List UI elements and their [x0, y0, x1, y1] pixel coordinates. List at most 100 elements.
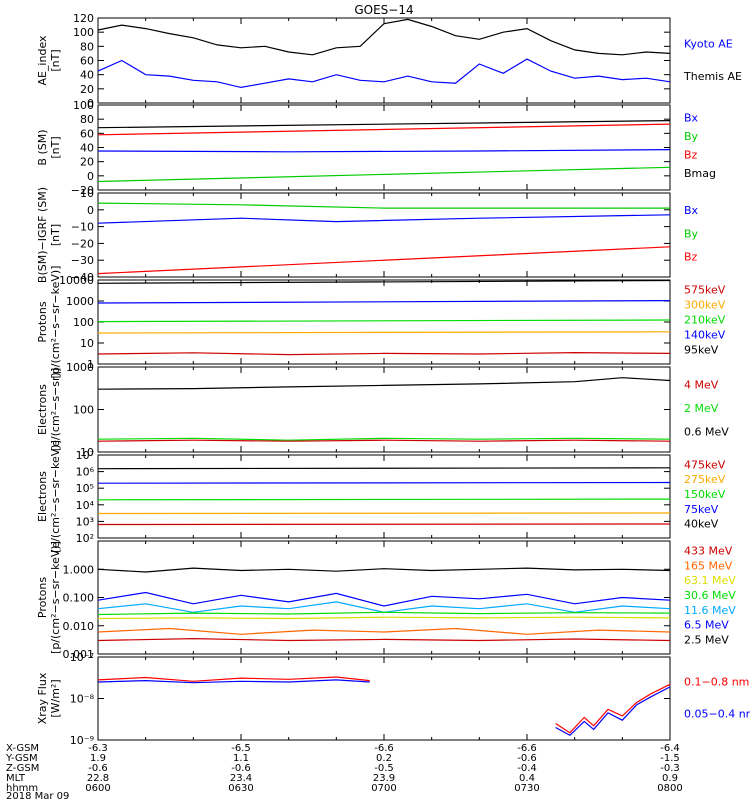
ephemeris-value: 23.9	[373, 773, 395, 784]
legend-label: Bz	[684, 251, 698, 264]
legend-label: 2.5 MeV	[684, 634, 729, 647]
y-tick-label: 1000	[66, 361, 94, 374]
panel-frame	[97, 366, 671, 453]
series-line-2	[97, 591, 671, 607]
panel-6: 10² 10³ 10⁴ 10⁵ 10⁶ 10⁷ Electrons [e/(cm²−s−sr−…	[36, 440, 726, 553]
y-tick-label: −40	[71, 271, 94, 284]
y-tick-label: 10⁻⁹	[70, 734, 94, 747]
legend-label: 63.1 MeV	[684, 574, 736, 587]
series-line-2	[97, 481, 671, 484]
ephemeris-value: -0.6	[88, 763, 108, 774]
legend-label: 433 MeV	[684, 544, 733, 557]
ephemeris-value: -6.4	[660, 743, 680, 754]
legend-label: 6.5 MeV	[684, 619, 729, 632]
legend-label: Kyoto AE	[684, 37, 733, 50]
y-tick-label: 60	[80, 55, 94, 68]
legend-label: 95keV	[684, 344, 719, 357]
y-tick-label: −20	[71, 237, 94, 250]
y-axis-label: Xray Flux	[36, 672, 49, 724]
legend-label: 150keV	[684, 488, 726, 501]
series-line-3	[97, 439, 671, 442]
series-line-3	[97, 149, 671, 153]
series-line-1	[97, 202, 670, 209]
legend-label: 275keV	[684, 473, 726, 486]
series-line-3	[97, 498, 671, 501]
series-line-2	[97, 679, 370, 684]
legend-label: Bmag	[684, 167, 716, 180]
panel-frame	[97, 656, 671, 741]
series-line-4	[555, 686, 671, 737]
ephemeris-value: -6.6	[374, 743, 394, 754]
y-axis-label: [nT]	[49, 224, 62, 246]
y-axis-label: Electrons	[36, 471, 49, 522]
series-line-5	[97, 351, 671, 356]
ephemeris-value: -0.4	[517, 763, 537, 774]
series-line-1	[97, 567, 671, 573]
y-axis-label: Protons	[36, 577, 49, 618]
y-tick-label: 0	[87, 170, 94, 183]
y-tick-label: 20	[80, 156, 94, 169]
series-line-4	[97, 331, 671, 334]
series-line-4	[97, 611, 671, 616]
legend-label: 165 MeV	[684, 559, 733, 572]
legend-label: By	[684, 227, 699, 240]
legend-label: 0.1−0.8 nm	[684, 676, 749, 689]
ephemeris-row-label: Y-GSM	[5, 753, 38, 764]
series-line-1	[97, 467, 671, 470]
series-line-2	[97, 300, 671, 304]
y-tick-label: 10³	[76, 515, 94, 528]
series-line-4	[97, 166, 671, 183]
ephemeris-value: 22.8	[87, 773, 109, 784]
series-line-2	[97, 214, 671, 224]
ephemeris-value: -6.6	[517, 743, 537, 754]
legend-label: 475keV	[684, 458, 726, 471]
ephemeris-value: 1.1	[233, 753, 249, 764]
ephemeris-value: 0730	[514, 783, 539, 794]
series-line-1	[97, 120, 671, 129]
series-line-5	[97, 616, 671, 620]
y-tick-label: 10⁶	[76, 466, 95, 479]
series-line-2	[97, 58, 671, 89]
panel-7: 0.001 0.010 0.100 1.000 Protons [p/(cm²−s−sr−…	[36, 540, 736, 661]
legend-label: Bz	[684, 149, 698, 162]
legend-label: 11.6 MeV	[684, 604, 736, 617]
y-axis-label: B(SM)−IGRF (SM)	[36, 187, 49, 283]
y-tick-label: 40	[80, 69, 94, 82]
legend-label: 575keV	[684, 284, 726, 297]
ephemeris-value: 1.9	[90, 753, 106, 764]
y-tick-label: 100	[73, 404, 94, 417]
panel-frame	[97, 192, 671, 278]
legend-label: 140keV	[684, 329, 726, 342]
panel-4: 1 10 100 1000 10000 Protons [p/(cm²−s−sr−keV)]…	[36, 266, 726, 379]
panel-frame	[97, 540, 671, 655]
series-line-1	[97, 18, 671, 56]
ephemeris-value: 23.4	[230, 773, 252, 784]
date-label: 2018 Mar 09	[6, 791, 69, 800]
series-line-4	[97, 512, 671, 515]
legend-label: 2 MeV	[684, 402, 719, 415]
y-tick-label: 0	[87, 204, 94, 217]
panel-5: 10 100 1000 Electrons [e/(cm²−s−sr)] 4 MeV 2 M…	[36, 361, 729, 459]
y-axis-label: [p/(cm²−s−sr−keV)]	[49, 266, 62, 379]
ephemeris-value: 0630	[228, 783, 253, 794]
ephemeris-row-label: Z-GSM	[6, 763, 39, 774]
y-tick-label: 100	[73, 99, 94, 112]
series-line-1	[97, 676, 370, 682]
y-axis-label: B (SM)	[36, 129, 49, 165]
legend-label: 4 MeV	[684, 378, 719, 391]
ephemeris-value: -6.5	[231, 743, 251, 754]
legend-label: Themis AE	[683, 70, 742, 83]
y-tick-label: 80	[80, 113, 94, 126]
ephemeris-value: -0.6	[231, 763, 251, 774]
y-tick-label: 0.100	[63, 592, 95, 605]
legend-label: 30.6 MeV	[684, 589, 736, 602]
legend-label: 40keV	[684, 518, 719, 531]
y-tick-label: 1.000	[63, 563, 95, 576]
ephemeris-value: -0.6	[517, 753, 537, 764]
y-tick-label: 10⁴	[76, 499, 95, 512]
y-tick-label: 80	[80, 40, 94, 53]
